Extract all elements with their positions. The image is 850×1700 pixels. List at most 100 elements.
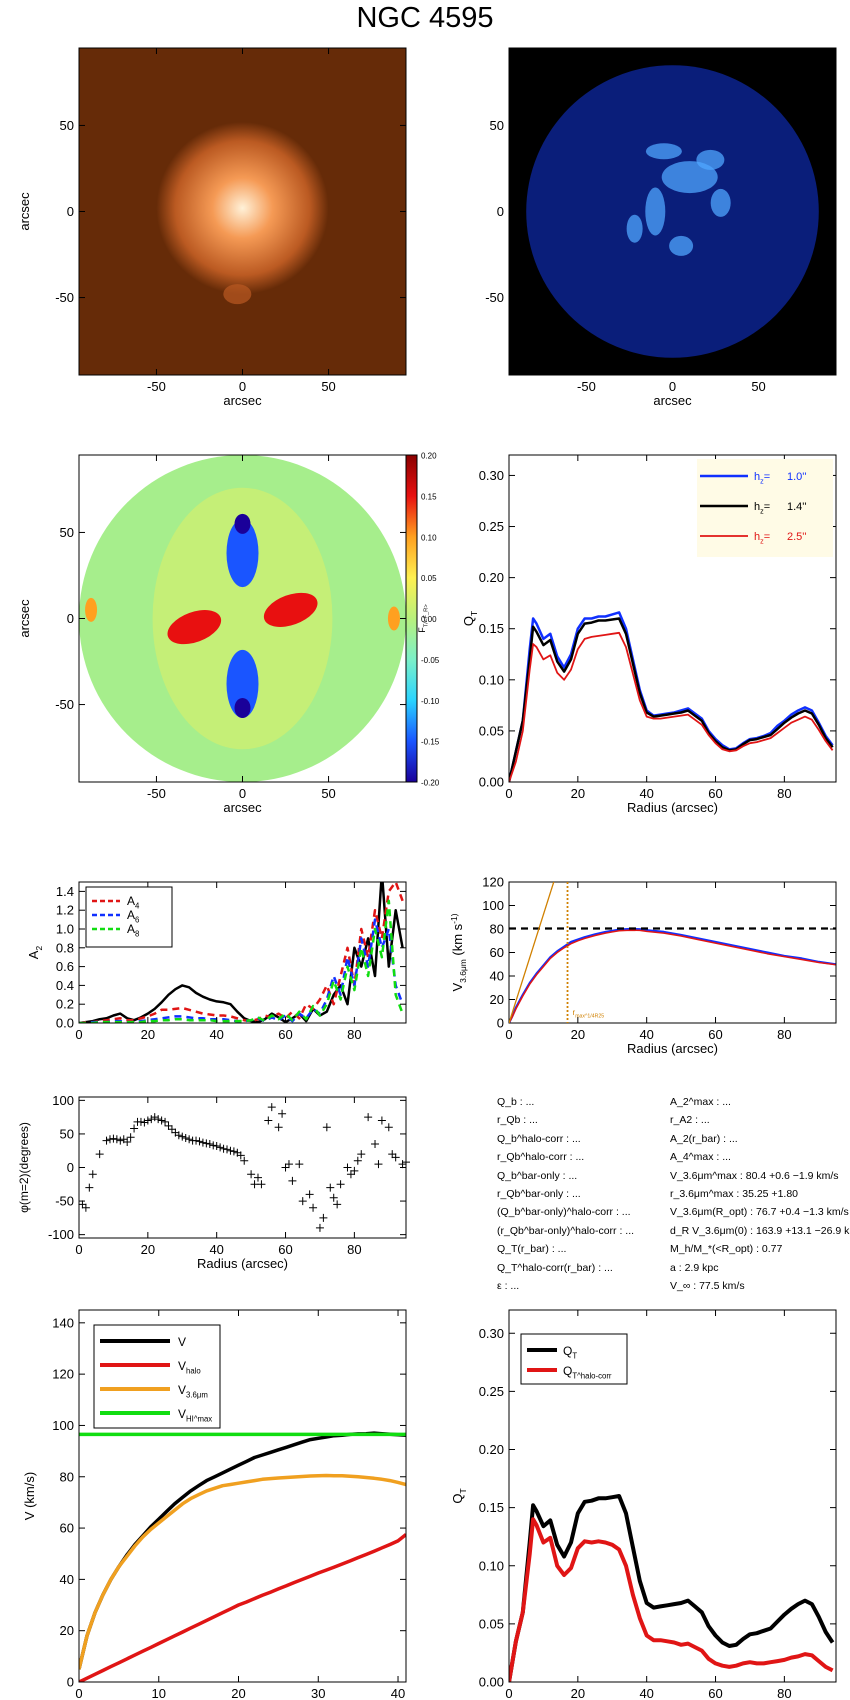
x-tick-label: 20 — [571, 1027, 585, 1042]
colorbar-tick-label: 0.20 — [421, 452, 437, 461]
phase-point — [78, 1200, 87, 1209]
x-axis-label: Radius (arcsec) — [627, 1041, 718, 1056]
phase-point — [174, 1131, 183, 1140]
x-tick-label: 0 — [75, 1686, 82, 1700]
x-tick-label: 40 — [391, 1686, 405, 1700]
colorbar-tick-label: -0.20 — [421, 779, 440, 788]
colorbar — [405, 454, 418, 783]
residual-blob — [626, 214, 643, 243]
y-tick-label: 0.25 — [479, 1384, 504, 1399]
phase-point — [247, 1170, 256, 1179]
phase-point — [374, 1160, 383, 1169]
x-tick-label: 40 — [209, 1242, 223, 1257]
x-tick-label: 0 — [505, 1027, 512, 1042]
force-lobe-core — [234, 513, 251, 534]
phase-point — [205, 1140, 214, 1148]
y-tick-label: 0.8 — [56, 940, 74, 955]
y-tick-label: 0.00 — [479, 775, 504, 790]
phase-point — [309, 1203, 318, 1212]
force-ratio-map: -50 0 50 -50 0 50 arcsec arcsec 0.20 0.15 0.10 0.05… — [17, 452, 440, 816]
y-tick-label: 100 — [482, 898, 504, 913]
y-tick-label: 0 — [67, 1675, 74, 1690]
y-tick-label: 40 — [490, 969, 504, 984]
y-tick-label: 80 — [490, 922, 504, 937]
y-tick-label: 50 — [60, 1126, 74, 1141]
phase-point — [391, 1153, 400, 1162]
y-tick-label: 40 — [60, 1572, 74, 1587]
page-title: NGC 4595 — [356, 2, 494, 34]
force-lobe-positive — [167, 610, 222, 645]
galaxy-tail — [223, 284, 252, 305]
x-tick-label: 60 — [708, 786, 722, 801]
x-tick-label: 50 — [321, 786, 335, 801]
x-tick-label: 80 — [777, 1686, 791, 1700]
phase-point — [264, 1116, 273, 1125]
phase-point — [185, 1135, 194, 1144]
legend-label: 1.0'' — [787, 471, 807, 483]
phase-point — [267, 1103, 276, 1112]
legend-hz-label: hz= — [754, 471, 770, 485]
colorbar-tick-label: -0.05 — [421, 656, 440, 665]
y-tick-label: -50 — [55, 290, 74, 305]
phase-point — [116, 1136, 125, 1145]
y-tick-label: 50 — [60, 525, 74, 540]
legend-label: A8 — [127, 922, 139, 939]
phase-point — [81, 1203, 90, 1212]
phase-point — [112, 1135, 121, 1144]
y-tick-label: 20 — [60, 1623, 74, 1638]
phase-point — [226, 1146, 235, 1155]
param-rqb: r_Qb : ... — [497, 1114, 538, 1127]
y-tick-label: 0.0 — [56, 1016, 74, 1031]
galaxy-light — [156, 122, 329, 295]
x-axis-label: Radius (arcsec) — [627, 800, 718, 815]
y-tick-label: 0.2 — [56, 997, 74, 1012]
y-tick-label: 0.00 — [479, 1675, 504, 1690]
x-tick-label: 20 — [141, 1242, 155, 1257]
x-tick-label: 0 — [239, 379, 246, 394]
force-lobe-positive — [263, 592, 318, 627]
phase-point — [284, 1160, 293, 1169]
phase-point — [377, 1116, 386, 1125]
phase-point — [384, 1123, 393, 1132]
x-tick-label: -50 — [577, 379, 596, 394]
y-axis-label: arcsec — [17, 599, 32, 638]
phase-point — [88, 1170, 97, 1179]
legend-label: VHI^max — [178, 1407, 212, 1424]
phase-point — [130, 1124, 139, 1133]
y-tick-label: -50 — [485, 290, 504, 305]
y-axis-label: φ(m=2)(degrees) — [17, 1122, 31, 1213]
x-tick-label: 50 — [321, 379, 335, 394]
y-tick-label: 0.25 — [479, 519, 504, 534]
residual-image: -50 0 50 -50 0 50 arcsec — [485, 47, 837, 408]
phase-point — [364, 1113, 373, 1122]
phase-point — [126, 1133, 135, 1142]
phase-point — [136, 1117, 145, 1126]
galaxy-image: -50 0 50 -50 0 50 arcsec arcsec — [17, 47, 407, 408]
y-tick-label: 0.15 — [479, 1500, 504, 1515]
y-tick-label: 0.20 — [479, 570, 504, 585]
legend-label: 2.5'' — [787, 531, 807, 543]
qt-profile: 0 20 40 60 80 0.00 0.05 0.10 0.15 0.20 0.25 0.30 Rad… — [461, 454, 837, 815]
series-line — [509, 631, 834, 782]
plot-background — [509, 882, 836, 1023]
bar-phase: 0 20 40 60 80 -100 -50 0 50 100 Radius (arcsec) φ(m… — [17, 1093, 410, 1271]
force-map-ring — [152, 487, 333, 750]
phase-point — [346, 1170, 355, 1179]
rotation-curve-3p6: 0 20 40 60 80 0 20 40 60 80 100 120 Radius (arcsec) V… — [449, 875, 837, 1056]
phase-point — [219, 1144, 228, 1153]
force-map-disk — [79, 455, 406, 782]
phase-point — [95, 1150, 104, 1159]
x-tick-label: 50 — [751, 379, 765, 394]
x-tick-label: 40 — [209, 1027, 223, 1042]
y-tick-label: -100 — [48, 1227, 74, 1242]
param-a: a : 2.9 kpc — [670, 1261, 719, 1274]
colorbar-tick-label: 0.00 — [421, 615, 437, 624]
y-tick-label: 0.10 — [479, 1558, 504, 1573]
x-axis-label: arcsec — [223, 800, 262, 815]
y-tick-label: 1.4 — [56, 884, 74, 899]
phase-point — [274, 1123, 283, 1132]
legend-label: QT — [563, 1344, 577, 1361]
param-qb-bar-only: Q_b^bar-only : ... — [497, 1169, 578, 1182]
param-a2max: A_2^max : ... — [670, 1096, 731, 1108]
phase-point — [192, 1136, 201, 1145]
